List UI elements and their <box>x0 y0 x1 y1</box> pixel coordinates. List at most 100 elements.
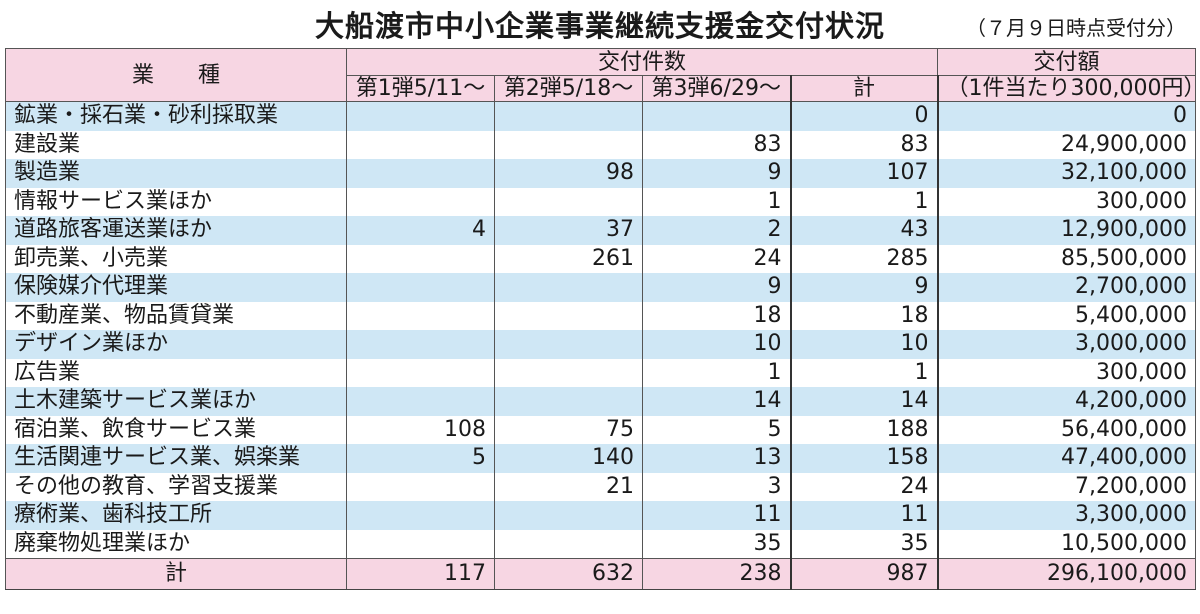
totals-round1: 117 <box>346 558 495 590</box>
cell-round1: 5 <box>346 444 495 473</box>
cell-round3: 11 <box>642 501 791 530</box>
cell-round1 <box>346 101 495 131</box>
cell-industry: 不動産業、物品賃貸業 <box>5 301 347 330</box>
cell-amount: 7,200,000 <box>937 472 1197 501</box>
table-row: 廃棄物処理業ほか 35 35 10,500,000 <box>5 529 1197 559</box>
cell-count-total: 285 <box>789 244 939 273</box>
cell-amount: 300,000 <box>937 187 1197 216</box>
header-amount: 交付額 <box>937 48 1197 76</box>
cell-count-total: 188 <box>789 415 939 444</box>
totals-round3: 238 <box>642 558 791 590</box>
cell-industry: 広告業 <box>5 358 347 387</box>
cell-amount: 85,500,000 <box>937 244 1197 273</box>
header-row-2: 第1弾5/11～ 第2弾5/18～ 第3弾6/29～ 計 （1件当たり300,0… <box>6 75 1197 102</box>
table-body: 鉱業・採石業・砂利採取業 0 0 建設業 83 83 24,900,000 製造業 98 9 107… <box>5 101 1197 559</box>
cell-round1: 4 <box>346 216 495 245</box>
header-amount-unit: （1件当たり300,000円） <box>937 75 1197 102</box>
table-row: 建設業 83 83 24,900,000 <box>5 130 1197 159</box>
table-row: 製造業 98 9 107 32,100,000 <box>5 159 1197 188</box>
table-row: 卸売業、小売業 261 24 285 85,500,000 <box>5 244 1197 273</box>
cell-amount: 56,400,000 <box>937 415 1197 444</box>
cell-round1 <box>346 387 495 416</box>
cell-round3: 24 <box>642 244 791 273</box>
cell-amount: 5,400,000 <box>937 301 1197 330</box>
cell-round3: 9 <box>642 273 791 302</box>
cell-round2 <box>494 501 643 530</box>
cell-round3: 1 <box>642 358 791 387</box>
header-category: 業 種 <box>5 48 347 102</box>
cell-round2 <box>494 301 643 330</box>
cell-amount: 4,200,000 <box>937 387 1197 416</box>
subsidy-table: 業 種 交付件数 交付額 第1弾5/11～ 第2弾5/18～ 第3弾6/29～ … <box>5 48 1197 590</box>
cell-round3: 83 <box>642 130 791 159</box>
table-row: 情報サービス業ほか 1 1 300,000 <box>5 187 1197 216</box>
table-row: 鉱業・採石業・砂利採取業 0 0 <box>5 101 1197 131</box>
cell-count-total: 0 <box>789 101 939 131</box>
cell-round2: 261 <box>494 244 643 273</box>
cell-industry: 道路旅客運送業ほか <box>5 216 347 245</box>
cell-industry: 療術業、歯科技工所 <box>5 501 347 530</box>
header-count-group: 交付件数 <box>345 48 939 76</box>
header-count-total: 計 <box>789 75 939 102</box>
cell-amount: 3,000,000 <box>937 330 1197 359</box>
cell-round3: 13 <box>642 444 791 473</box>
table-row: 生活関連サービス業、娯楽業 5 140 13 158 47,400,000 <box>5 444 1197 473</box>
cell-round2: 37 <box>494 216 643 245</box>
header-round3: 第3弾6/29～ <box>642 75 791 102</box>
table-row: その他の教育、学習支援業 21 3 24 7,200,000 <box>5 472 1197 501</box>
cell-industry: 情報サービス業ほか <box>5 187 347 216</box>
cell-round1 <box>346 472 495 501</box>
totals-label: 計 <box>5 558 347 590</box>
cell-industry: その他の教育、学習支援業 <box>5 472 347 501</box>
cell-industry: 生活関連サービス業、娯楽業 <box>5 444 347 473</box>
cell-count-total: 158 <box>789 444 939 473</box>
cell-round1 <box>346 159 495 188</box>
cell-round2 <box>494 529 643 559</box>
cell-round3: 1 <box>642 187 791 216</box>
cell-round2 <box>494 273 643 302</box>
date-note: （７月９日時点受付分） <box>966 16 1186 40</box>
cell-count-total: 10 <box>789 330 939 359</box>
page-title: 大船渡市中小企業事業継続支援金交付状況 <box>314 9 885 43</box>
table-row: 不動産業、物品賃貸業 18 18 5,400,000 <box>5 301 1197 330</box>
cell-industry: 廃棄物処理業ほか <box>5 529 347 559</box>
cell-round2 <box>494 358 643 387</box>
cell-round2: 75 <box>494 415 643 444</box>
cell-count-total: 83 <box>789 130 939 159</box>
table-row: 療術業、歯科技工所 11 11 3,300,000 <box>5 501 1197 530</box>
cell-amount: 24,900,000 <box>937 130 1197 159</box>
cell-round2 <box>494 101 643 131</box>
cell-industry: 卸売業、小売業 <box>5 244 347 273</box>
table-row: 宿泊業、飲食サービス業 108 75 5 188 56,400,000 <box>5 415 1197 444</box>
cell-amount: 0 <box>937 101 1197 131</box>
cell-round1: 108 <box>346 415 495 444</box>
cell-round1 <box>346 529 495 559</box>
cell-round2 <box>494 187 643 216</box>
cell-round2: 140 <box>494 444 643 473</box>
cell-count-total: 18 <box>789 301 939 330</box>
cell-amount: 10,500,000 <box>937 529 1197 559</box>
cell-industry: 建設業 <box>5 130 347 159</box>
cell-amount: 300,000 <box>937 358 1197 387</box>
cell-amount: 2,700,000 <box>937 273 1197 302</box>
cell-count-total: 14 <box>789 387 939 416</box>
cell-count-total: 35 <box>789 529 939 559</box>
cell-count-total: 107 <box>789 159 939 188</box>
cell-count-total: 9 <box>789 273 939 302</box>
cell-round1 <box>346 130 495 159</box>
cell-round1 <box>346 330 495 359</box>
cell-round1 <box>346 301 495 330</box>
totals-round2: 632 <box>494 558 643 590</box>
header-round2: 第2弾5/18～ <box>494 75 643 102</box>
cell-amount: 3,300,000 <box>937 501 1197 530</box>
cell-round2 <box>494 130 643 159</box>
cell-round2: 21 <box>494 472 643 501</box>
table-row: 広告業 1 1 300,000 <box>5 358 1197 387</box>
cell-round1 <box>346 244 495 273</box>
cell-round3: 5 <box>642 415 791 444</box>
cell-round3: 14 <box>642 387 791 416</box>
cell-count-total: 24 <box>789 472 939 501</box>
cell-round3: 10 <box>642 330 791 359</box>
cell-amount: 12,900,000 <box>937 216 1197 245</box>
